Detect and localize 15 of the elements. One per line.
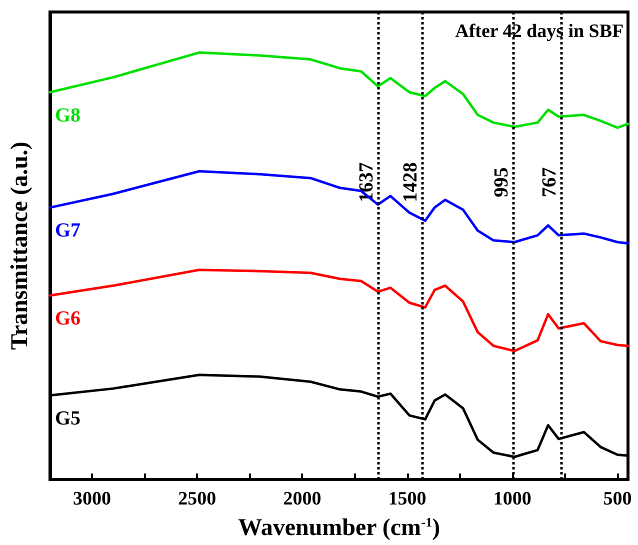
text: After 42 days in SBF [455, 21, 624, 42]
series-label: G5 [55, 407, 81, 430]
y-axis-title: Transmittance (a.u.) [7, 142, 33, 350]
series-label: G7 [55, 220, 81, 242]
ref-line-label: 995 [490, 167, 512, 198]
ref-line-label: 1428 [399, 162, 422, 202]
x-tick-label: 1000 [493, 488, 532, 510]
series-label: G6 [55, 307, 81, 330]
x-tick-label: 500 [603, 488, 632, 510]
x-tick-label: 2000 [283, 488, 322, 510]
x-tick-label: 3000 [73, 488, 112, 510]
x-tick-label: 1500 [388, 488, 426, 510]
x-tick-label: 2500 [178, 488, 216, 510]
series-label: G8 [55, 104, 81, 126]
ref-line-label: 767 [538, 167, 560, 198]
